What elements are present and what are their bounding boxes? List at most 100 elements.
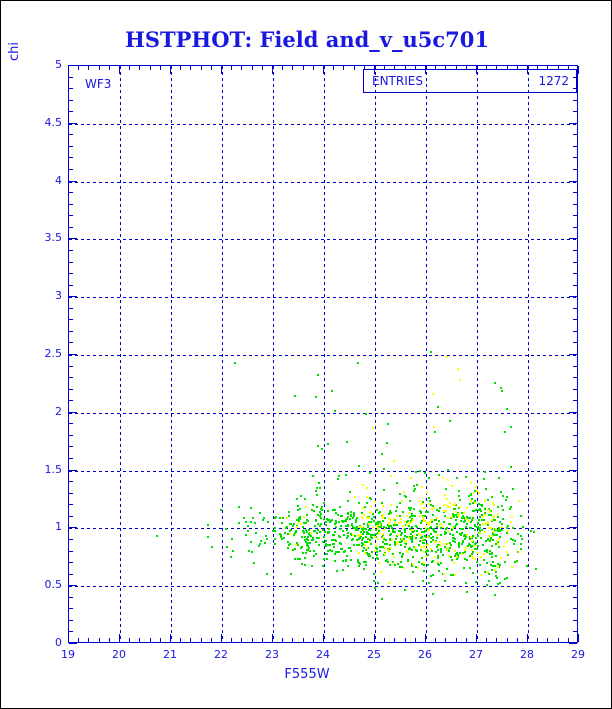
- y-minor-tick-right: [573, 134, 577, 135]
- x-minor-tick-top: [303, 66, 304, 70]
- y-major-tick-right: [569, 585, 577, 586]
- y-major-tick: [69, 527, 77, 528]
- y-major-tick: [69, 585, 77, 586]
- x-major-tick-top: [68, 66, 69, 74]
- y-minor-tick-right: [573, 250, 577, 251]
- x-minor-tick: [150, 638, 151, 642]
- y-major-tick-right: [569, 238, 577, 239]
- y-major-tick-right: [569, 65, 577, 66]
- y-major-tick: [69, 181, 77, 182]
- x-minor-tick-top: [231, 66, 232, 70]
- y-minor-tick-right: [573, 88, 577, 89]
- x-major-tick: [578, 634, 579, 642]
- x-minor-tick-top: [99, 66, 100, 70]
- x-minor-tick: [517, 638, 518, 642]
- y-minor-tick-right: [573, 111, 577, 112]
- y-minor-tick: [69, 400, 73, 401]
- x-minor-tick: [384, 638, 385, 642]
- x-minor-tick: [190, 638, 191, 642]
- x-minor-tick: [547, 638, 548, 642]
- x-major-tick-top: [323, 66, 324, 74]
- y-minor-tick-right: [573, 539, 577, 540]
- y-major-tick-right: [569, 296, 577, 297]
- x-tick-label: 19: [61, 648, 75, 661]
- plot-area: [69, 66, 577, 642]
- x-major-tick: [425, 634, 426, 642]
- y-minor-tick-right: [573, 620, 577, 621]
- y-major-tick-right: [569, 181, 577, 182]
- plot-frame: [68, 65, 578, 643]
- x-tick-label: 28: [520, 648, 534, 661]
- y-minor-tick: [69, 192, 73, 193]
- y-minor-tick-right: [573, 504, 577, 505]
- y-minor-tick-right: [573, 169, 577, 170]
- x-minor-tick: [343, 638, 344, 642]
- x-minor-tick-top: [252, 66, 253, 70]
- x-minor-tick-top: [262, 66, 263, 70]
- y-minor-tick: [69, 539, 73, 540]
- y-minor-tick: [69, 285, 73, 286]
- y-minor-tick-right: [573, 285, 577, 286]
- y-minor-tick-right: [573, 100, 577, 101]
- y-major-tick: [69, 354, 77, 355]
- y-tick-label: 4: [55, 174, 62, 187]
- y-minor-tick-right: [573, 446, 577, 447]
- x-tick-label: 25: [367, 648, 381, 661]
- y-minor-tick-right: [573, 631, 577, 632]
- y-major-tick-right: [569, 643, 577, 644]
- stat-entries-value: 1272: [538, 74, 569, 88]
- x-tick-label: 23: [265, 648, 279, 661]
- x-minor-tick-top: [333, 66, 334, 70]
- y-minor-tick: [69, 493, 73, 494]
- y-minor-tick: [69, 574, 73, 575]
- y-minor-tick: [69, 562, 73, 563]
- x-minor-tick: [496, 638, 497, 642]
- x-minor-tick-top: [364, 66, 365, 70]
- x-minor-tick: [129, 638, 130, 642]
- y-minor-tick: [69, 631, 73, 632]
- y-minor-tick-right: [573, 157, 577, 158]
- x-minor-tick: [231, 638, 232, 642]
- y-minor-tick-right: [573, 400, 577, 401]
- x-major-tick-top: [170, 66, 171, 74]
- x-minor-tick-top: [129, 66, 130, 70]
- x-minor-tick-top: [150, 66, 151, 70]
- x-minor-tick: [139, 638, 140, 642]
- x-major-tick: [476, 634, 477, 642]
- y-minor-tick: [69, 215, 73, 216]
- x-minor-tick-top: [211, 66, 212, 70]
- y-tick-label: 3: [55, 289, 62, 302]
- y-tick-label: 1.5: [44, 463, 63, 476]
- y-minor-tick: [69, 146, 73, 147]
- y-major-tick: [69, 123, 77, 124]
- x-minor-tick-top: [486, 66, 487, 70]
- x-minor-tick-top: [435, 66, 436, 70]
- y-minor-tick: [69, 446, 73, 447]
- x-major-tick-top: [119, 66, 120, 74]
- y-minor-tick: [69, 169, 73, 170]
- x-tick-label: 26: [418, 648, 432, 661]
- x-major-tick: [68, 634, 69, 642]
- x-minor-tick: [394, 638, 395, 642]
- y-major-tick-right: [569, 527, 577, 528]
- x-minor-tick-top: [180, 66, 181, 70]
- x-minor-tick: [445, 638, 446, 642]
- y-minor-tick: [69, 319, 73, 320]
- y-minor-tick-right: [573, 516, 577, 517]
- x-minor-tick-top: [160, 66, 161, 70]
- x-major-tick: [374, 634, 375, 642]
- y-minor-tick-right: [573, 146, 577, 147]
- y-tick-label: 2: [55, 405, 62, 418]
- x-minor-tick-top: [445, 66, 446, 70]
- x-minor-tick: [282, 638, 283, 642]
- y-minor-tick-right: [573, 481, 577, 482]
- x-minor-tick: [201, 638, 202, 642]
- x-minor-tick-top: [78, 66, 79, 70]
- y-minor-tick-right: [573, 435, 577, 436]
- y-minor-tick: [69, 377, 73, 378]
- y-tick-label: 0.5: [44, 578, 63, 591]
- y-major-tick-right: [569, 470, 577, 471]
- x-minor-tick: [507, 638, 508, 642]
- x-tick-label: 27: [469, 648, 483, 661]
